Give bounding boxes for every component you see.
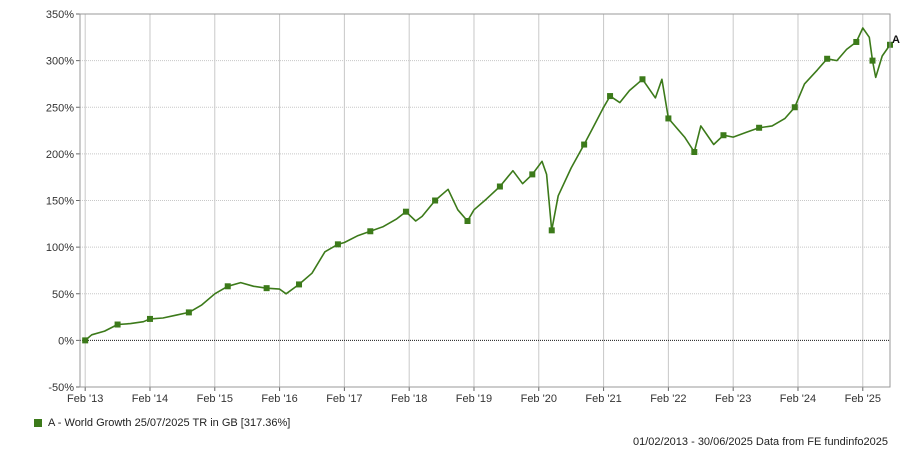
x-axis: Feb '13 Feb '14 Feb '15 Feb '16 Feb '17 Feb '… <box>67 387 881 405</box>
series-point <box>146 315 153 322</box>
series-point <box>82 337 89 344</box>
series-point <box>334 241 341 248</box>
series-point <box>756 124 763 131</box>
plot-area-frame <box>79 13 891 388</box>
series-point <box>791 104 798 111</box>
series-point <box>432 197 439 204</box>
x-tick-label: Feb '19 <box>456 393 492 405</box>
series-group: A <box>82 27 900 344</box>
series-point <box>464 218 471 225</box>
x-tick-label: Feb '20 <box>521 393 557 405</box>
legend-swatch-series-a <box>34 419 42 427</box>
y-tick-label: 0% <box>58 335 74 347</box>
x-tick-label: Feb '14 <box>132 393 168 405</box>
x-tick-label: Feb '23 <box>715 393 751 405</box>
x-tick-label: Feb '17 <box>326 393 362 405</box>
y-tick-label: 350% <box>46 9 74 21</box>
grid <box>80 13 890 388</box>
series-point <box>114 321 121 328</box>
y-axis: 350% 300% 250% 200% 150% 100% 50% 0% -50% <box>46 9 80 394</box>
series-point <box>185 309 192 316</box>
y-tick-label: 300% <box>46 56 74 68</box>
series-point <box>548 227 555 234</box>
series-point <box>263 285 270 292</box>
y-tick-label: 150% <box>46 196 74 208</box>
x-tick-label: Feb '18 <box>391 393 427 405</box>
series-line-a <box>84 27 891 342</box>
series-point <box>496 183 503 190</box>
series-point <box>639 76 646 83</box>
series-point <box>581 141 588 148</box>
series-point <box>224 283 231 290</box>
legend: A - World Growth 25/07/2025 TR in GB [31… <box>34 417 290 429</box>
series-point <box>402 208 409 215</box>
series-point <box>853 38 860 45</box>
series-point <box>720 132 727 139</box>
x-tick-label: Feb '15 <box>197 393 233 405</box>
y-tick-label: -50% <box>48 382 74 394</box>
legend-label-series-a: A - World Growth 25/07/2025 TR in GB [31… <box>48 417 291 429</box>
y-tick-label: 200% <box>46 149 74 161</box>
x-tick-label: Feb '25 <box>845 393 881 405</box>
series-point <box>367 228 374 235</box>
series-point <box>869 57 876 64</box>
x-tick-label: Feb '21 <box>585 393 621 405</box>
series-point <box>529 171 536 178</box>
series-end-label: A <box>892 34 900 46</box>
x-tick-label: Feb '24 <box>780 393 816 405</box>
chart-caption: 01/02/2013 - 30/06/2025 Data from FE fun… <box>632 436 888 448</box>
series-point <box>691 149 698 156</box>
y-tick-label: 250% <box>46 102 74 114</box>
series-point <box>824 55 831 62</box>
series-point <box>607 93 614 100</box>
y-tick-label: 50% <box>52 289 74 301</box>
x-tick-label: Feb '22 <box>650 393 686 405</box>
x-tick-label: Feb '13 <box>67 393 103 405</box>
y-tick-label: 100% <box>46 242 74 254</box>
x-tick-label: Feb '16 <box>261 393 297 405</box>
series-point <box>665 115 672 122</box>
series-point <box>296 281 303 288</box>
